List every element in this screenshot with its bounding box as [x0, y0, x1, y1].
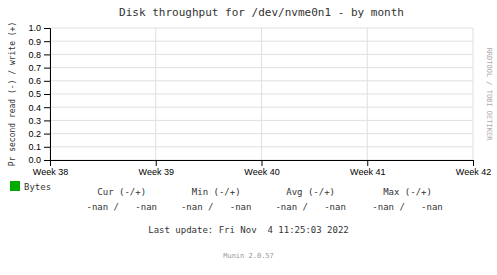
annotation: RRDTOOL / TOBI OETIKER [485, 48, 493, 142]
tick-mark [44, 120, 50, 121]
tick-mark [44, 147, 50, 148]
y-tick-label: 0.7 [28, 63, 41, 73]
axis-line [51, 161, 474, 167]
y-tick-label: 0.4 [28, 103, 41, 113]
y-tick: 0.1 [28, 142, 50, 152]
y-tick: 0.7 [28, 63, 50, 73]
x-tick: Week 42 [456, 160, 491, 177]
x-tick-label: Week 40 [244, 167, 279, 177]
axis-line [44, 29, 51, 161]
y-tick-label: 0.2 [28, 129, 41, 139]
y-tick: 0.9 [28, 37, 50, 47]
grid-line [367, 28, 368, 160]
y-tick-label: 0.0 [28, 155, 41, 165]
y-tick: 0.0 [28, 155, 50, 165]
y-tick-label: 0.9 [28, 37, 41, 47]
y-tick-label: 0.5 [28, 89, 41, 99]
x-tick: Week 41 [350, 160, 385, 177]
y-tick: 0.3 [28, 116, 50, 126]
y-tick: 0.5 [28, 89, 50, 99]
chart: Week 38Week 39Week 40Week 41Week 420.00.… [0, 0, 497, 275]
annotation: Last update: Fri Nov 4 11:25:03 2022 [148, 225, 348, 235]
y-tick: 0.4 [28, 103, 50, 113]
x-axis: Week 38 Week 39 Week 40 Week 41 Week 42 [33, 160, 491, 177]
x-tick-label: Week 41 [350, 167, 385, 177]
plot: Week 38Week 39Week 40Week 41Week 420.00.… [28, 23, 491, 177]
tick-mark [44, 28, 50, 29]
annotation: -nan / -nan [181, 202, 251, 212]
y-tick: 0.2 [28, 129, 50, 139]
tick-mark [44, 81, 50, 82]
y-tick-label: 1.0 [28, 23, 41, 33]
x-tick-label: Week 38 [33, 167, 68, 177]
annotation: Cur (-/+) [97, 187, 146, 197]
annotation: Min (-/+) [192, 187, 241, 197]
title: Disk throughput for /dev/nvme0n1 - by mo… [119, 6, 404, 19]
grid-line [155, 28, 156, 160]
tick-mark [473, 160, 474, 166]
annotation: Max (-/+) [383, 187, 432, 197]
annotation: Munin 2.0.57 [223, 252, 274, 260]
annotation: Avg (-/+) [286, 187, 335, 197]
y-tick-label: 0.3 [28, 116, 41, 126]
tick-mark [156, 160, 157, 166]
tick-mark [44, 134, 50, 135]
legend: Bytes [10, 181, 51, 192]
y-axis-label: Pr second read (-) / write (+) [8, 22, 17, 167]
tick-mark [367, 160, 368, 166]
x-tick: Week 39 [139, 160, 174, 177]
tick-mark [44, 54, 50, 55]
annotation: -nan / -nan [275, 202, 345, 212]
legend-swatch [10, 181, 20, 191]
y-axis: 0.0 0.1 0.2 0.3 0.4 0.5 0.6 0.7 0.8 0.9 1.0 [28, 23, 50, 165]
legend-label: Bytes [24, 182, 51, 192]
y-tick: 1.0 [28, 23, 50, 33]
grid [50, 28, 473, 160]
y-tick-label: 0.1 [28, 142, 41, 152]
tick-mark [44, 160, 50, 161]
x-tick-label: Week 42 [456, 167, 491, 177]
x-tick-label: Week 39 [139, 167, 174, 177]
x-tick: Week 40 [244, 160, 279, 177]
tick-mark [44, 41, 50, 42]
y-tick-label: 0.6 [28, 76, 41, 86]
tick-mark [44, 68, 50, 69]
y-tick: 0.8 [28, 50, 50, 60]
y-tick-label: 0.8 [28, 50, 41, 60]
tick-mark [44, 94, 50, 95]
tick-mark [44, 107, 50, 108]
grid-line [473, 28, 474, 160]
annotation: -nan / -nan [372, 202, 442, 212]
tick-mark [262, 160, 263, 166]
y-tick: 0.6 [28, 76, 50, 86]
grid-line [261, 28, 262, 160]
annotation: -nan / -nan [87, 202, 157, 212]
